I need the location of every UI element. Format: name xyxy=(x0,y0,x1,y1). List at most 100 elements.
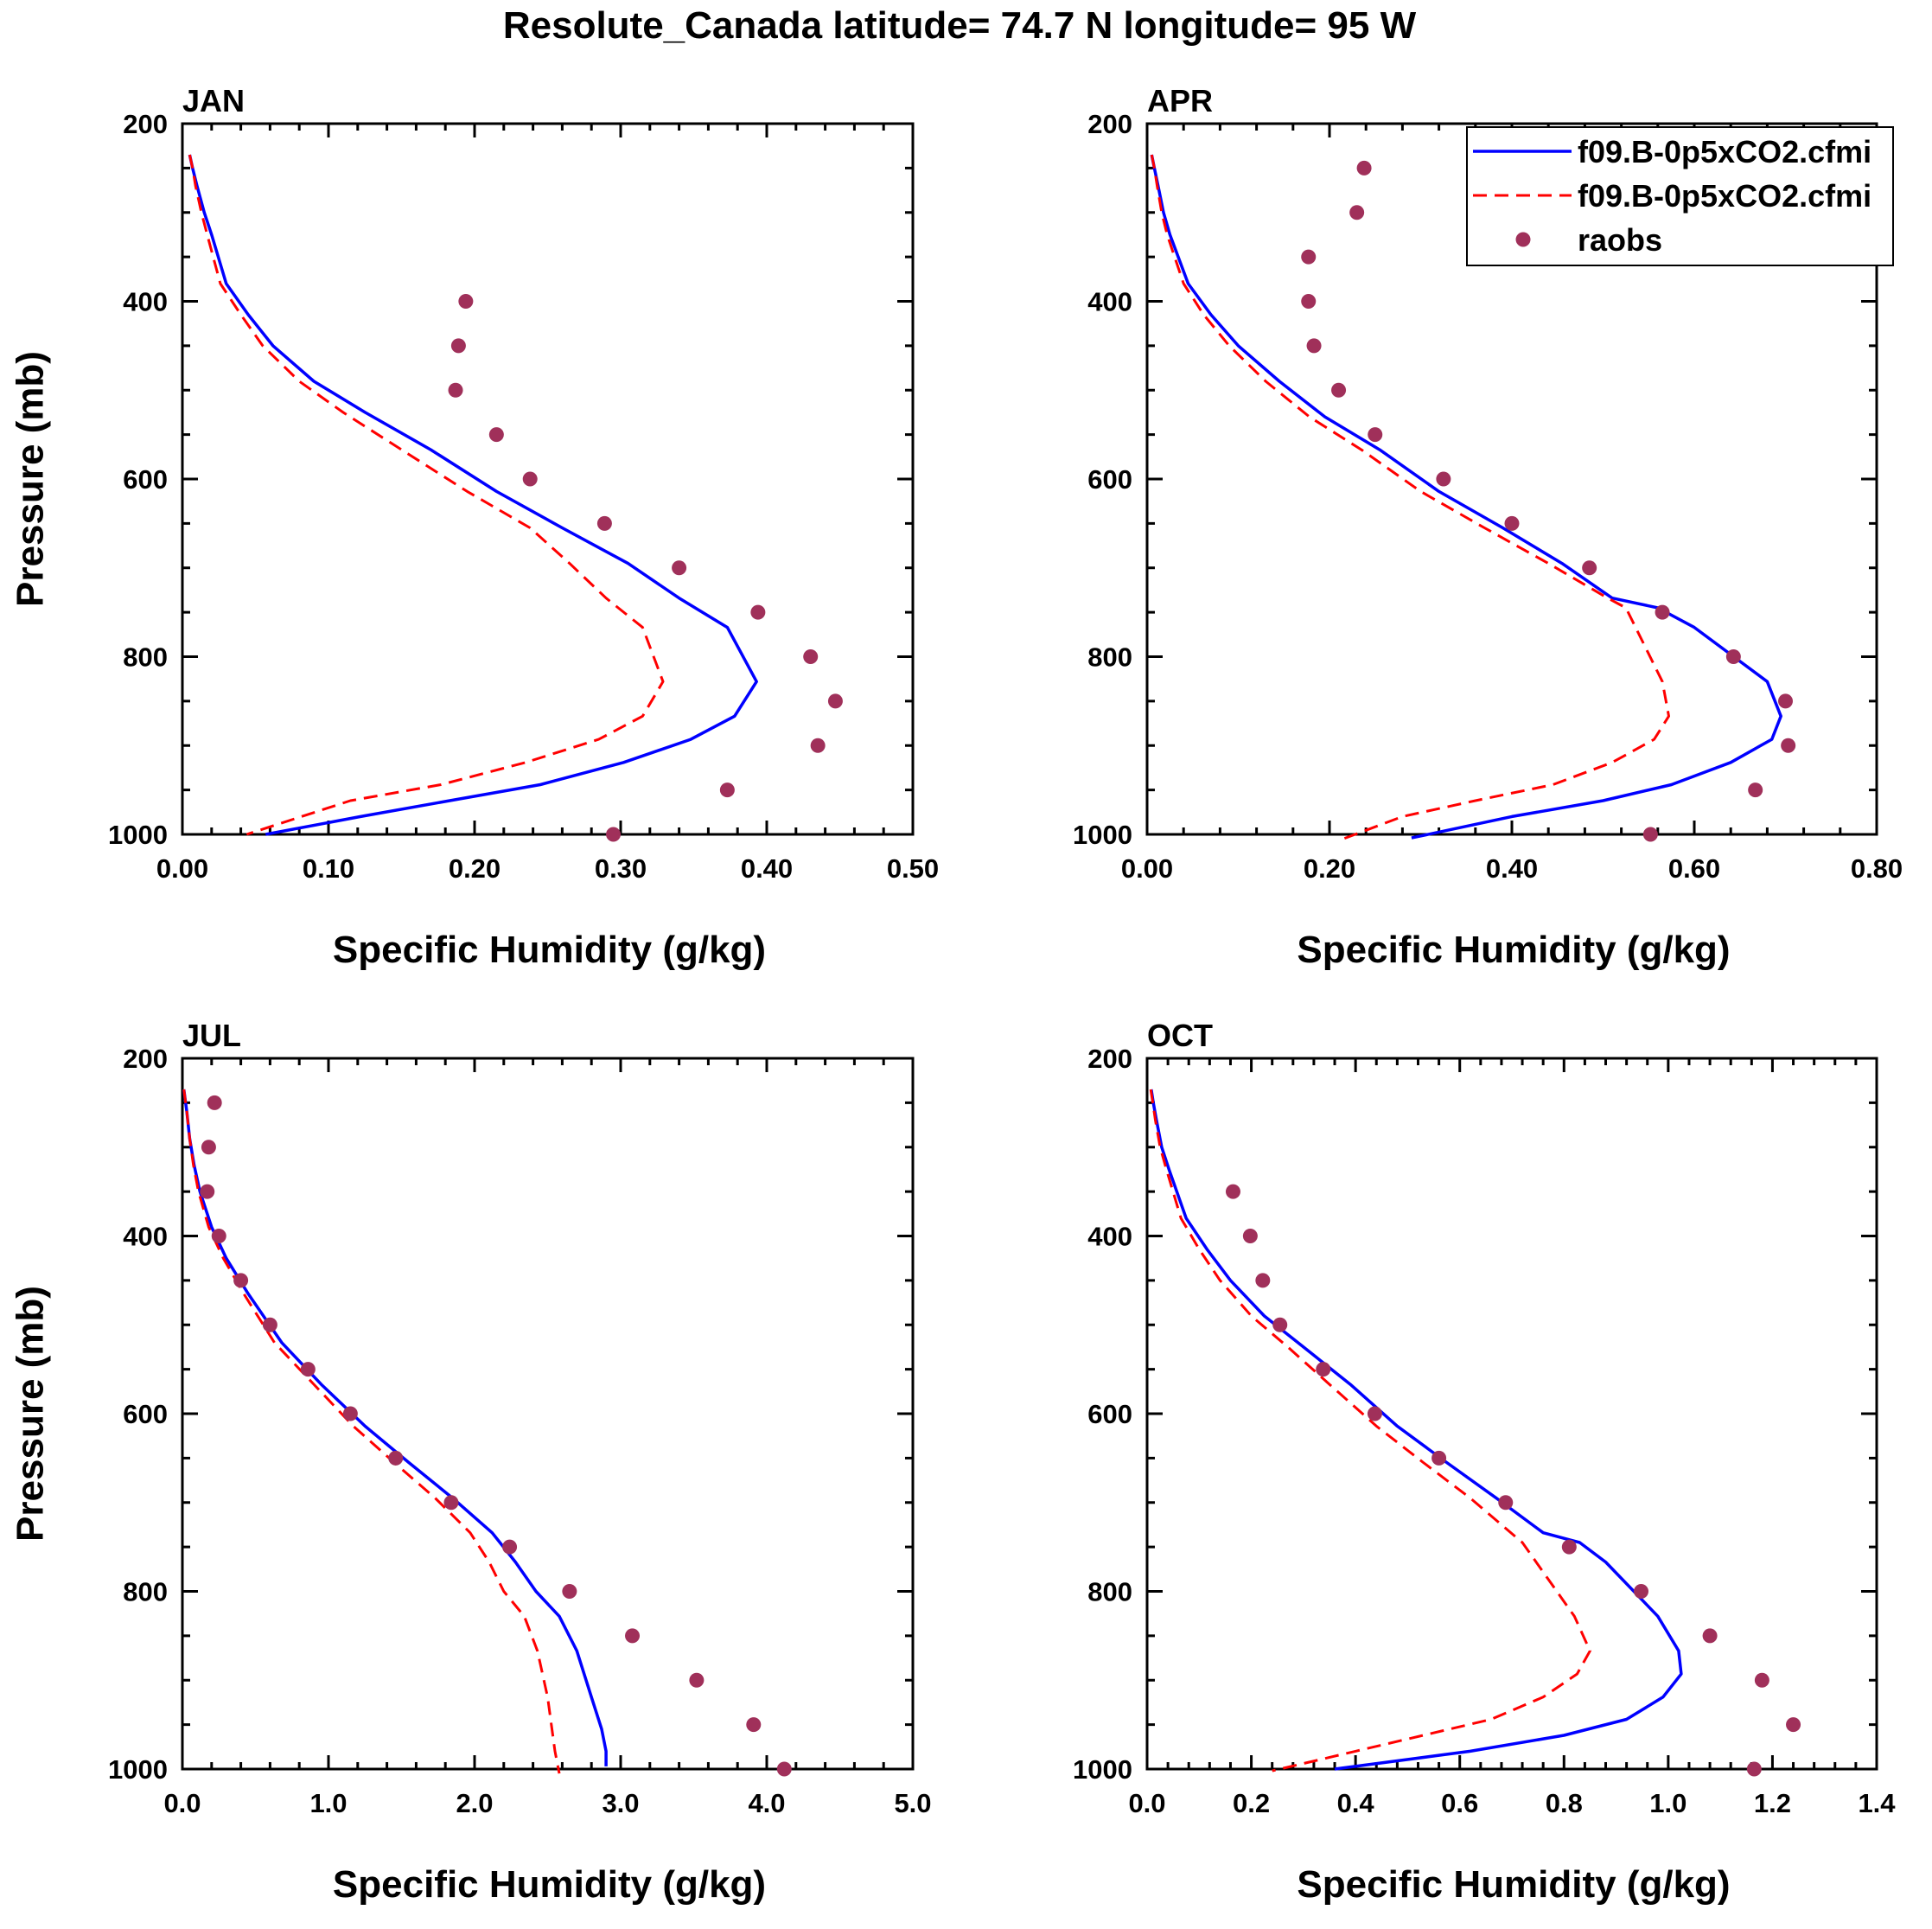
raobs-point xyxy=(1368,427,1383,443)
raobs-point xyxy=(810,738,826,753)
raobs-point xyxy=(689,1672,705,1688)
raobs-point xyxy=(502,1539,518,1555)
raobs-point xyxy=(522,471,538,487)
raobs-point xyxy=(1702,1628,1718,1644)
raobs-point xyxy=(1367,1406,1382,1421)
y-tick-label: 1000 xyxy=(108,820,168,850)
raobs-point xyxy=(1301,294,1317,309)
model-line-solid xyxy=(182,1089,608,1766)
raobs-point xyxy=(562,1584,577,1599)
panels: JAN 0.00 0.10 0.20 0.30 0.40 0.50 200 400 600 800 1… xyxy=(10,83,1903,1906)
raobs-point xyxy=(201,1140,216,1155)
y-tick-label: 200 xyxy=(123,1044,168,1074)
raobs-point xyxy=(262,1317,277,1332)
legend-label: raobs xyxy=(1578,222,1662,258)
raobs-point xyxy=(300,1362,316,1377)
raobs-point xyxy=(1655,604,1670,620)
x-tick-label: 0.0 xyxy=(163,1788,201,1818)
x-tick-label: 0.40 xyxy=(1486,853,1538,884)
plot-frame xyxy=(181,122,915,836)
raobs-point xyxy=(625,1628,641,1644)
panel-label: APR xyxy=(1147,83,1213,118)
raobs-point xyxy=(448,382,463,398)
raobs-point xyxy=(458,294,474,309)
y-tick-label: 400 xyxy=(123,1222,168,1252)
raobs-point xyxy=(1436,471,1451,487)
raobs-point xyxy=(450,338,466,354)
plot-frame xyxy=(181,1057,915,1771)
raobs-point xyxy=(606,827,622,842)
raobs-point xyxy=(750,604,766,620)
y-tick-label: 200 xyxy=(1087,1044,1132,1074)
y-tick-label: 400 xyxy=(1087,287,1132,317)
y-tick-label: 200 xyxy=(123,109,168,139)
model-line-dashed xyxy=(1149,1089,1591,1773)
y-axis-title: Pressure (mb) xyxy=(10,351,52,607)
y-tick-label: 800 xyxy=(1087,1577,1132,1607)
legend-raobs-marker xyxy=(1515,232,1531,247)
x-tick-label: 1.0 xyxy=(1649,1788,1687,1818)
raobs-point xyxy=(1748,782,1763,798)
raobs-series xyxy=(200,1095,792,1777)
x-tick-label: 0.50 xyxy=(887,853,939,884)
panel-label: OCT xyxy=(1147,1018,1213,1053)
raobs-point xyxy=(1725,649,1741,664)
x-axis-title: Specific Humidity (g/kg) xyxy=(1297,1863,1730,1906)
x-axis-title: Specific Humidity (g/kg) xyxy=(333,1863,766,1906)
panel-apr: APR 0.00 0.20 0.40 0.60 0.80 200 400 600 800 1000 S… xyxy=(1073,83,1903,971)
x-tick-label: 0.00 xyxy=(156,853,208,884)
x-tick-label: 1.2 xyxy=(1754,1788,1791,1818)
y-tick-label: 1000 xyxy=(1073,1754,1132,1785)
raobs-point xyxy=(1504,515,1520,531)
raobs-point xyxy=(1349,205,1365,220)
panel-jan: JAN 0.00 0.10 0.20 0.30 0.40 0.50 200 400 600 800 1… xyxy=(10,83,940,971)
raobs-point xyxy=(1225,1184,1240,1199)
plot-frame xyxy=(1145,1057,1878,1771)
x-tick-label: 0.30 xyxy=(595,853,647,884)
raobs-point xyxy=(443,1495,459,1511)
y-tick-label: 600 xyxy=(1087,1399,1132,1429)
y-tick-label: 800 xyxy=(1087,642,1132,673)
x-tick-label: 5.0 xyxy=(894,1788,931,1818)
raobs-point xyxy=(776,1761,792,1777)
raobs-point xyxy=(1301,249,1317,265)
raobs-point xyxy=(342,1406,358,1421)
raobs-point xyxy=(1754,1672,1769,1688)
y-tick-label: 600 xyxy=(123,464,168,495)
x-tick-label: 0.10 xyxy=(303,853,354,884)
x-tick-label: 0.2 xyxy=(1233,1788,1270,1818)
raobs-point xyxy=(388,1450,404,1466)
x-tick-label: 1.0 xyxy=(309,1788,347,1818)
model-line-dashed xyxy=(182,1089,561,1774)
x-tick-label: 0.0 xyxy=(1128,1788,1165,1818)
x-tick-label: 1.4 xyxy=(1858,1788,1896,1818)
x-tick-label: 0.00 xyxy=(1121,853,1173,884)
x-axis-title: Specific Humidity (g/kg) xyxy=(1297,929,1730,971)
raobs-point xyxy=(746,1717,762,1733)
x-tick-label: 2.0 xyxy=(456,1788,493,1818)
y-tick-label: 400 xyxy=(1087,1222,1132,1252)
x-tick-label: 0.80 xyxy=(1851,853,1903,884)
legend-label: f09.B-0p5xCO2.cfmi xyxy=(1578,134,1871,169)
figure-title: Resolute_Canada latitude= 74.7 N longitu… xyxy=(503,4,1417,47)
raobs-point xyxy=(211,1229,226,1243)
raobs-point xyxy=(1431,1450,1447,1466)
raobs-point xyxy=(719,782,735,798)
y-tick-label: 800 xyxy=(123,1577,168,1607)
y-tick-label: 1000 xyxy=(1073,820,1132,850)
raobs-point xyxy=(207,1095,222,1110)
raobs-point xyxy=(1561,1539,1577,1555)
raobs-point xyxy=(1642,827,1658,842)
y-tick-label: 600 xyxy=(1087,464,1132,495)
raobs-point xyxy=(672,560,687,576)
raobs-point xyxy=(1356,160,1372,176)
y-tick-label: 200 xyxy=(1087,109,1132,139)
raobs-series xyxy=(1225,1184,1801,1777)
x-tick-label: 0.6 xyxy=(1441,1788,1478,1818)
raobs-point xyxy=(1781,738,1796,753)
model-line-solid xyxy=(1150,1089,1683,1771)
legend: f09.B-0p5xCO2.cfmi f09.B-0p5xCO2.cfmi raob… xyxy=(1466,126,1894,266)
panel-oct: OCT 0.0 0.2 0.4 0.6 0.8 1.0 1.2 1.4 200 400 600 800 1… xyxy=(1073,1018,1896,1906)
raobs-point xyxy=(1498,1495,1514,1511)
y-tick-label: 600 xyxy=(123,1399,168,1429)
